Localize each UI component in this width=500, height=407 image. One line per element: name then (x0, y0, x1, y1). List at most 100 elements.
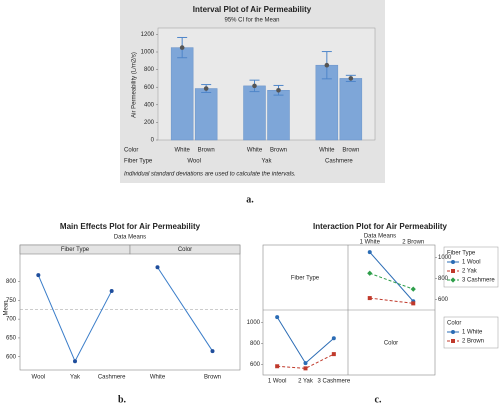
y-tick-label: 600 (438, 297, 449, 303)
marker (275, 315, 280, 320)
legend-label: 1 Wool (462, 260, 481, 266)
marker (36, 273, 41, 278)
marker (331, 336, 336, 341)
x-tick-label: Brown (204, 375, 221, 381)
factor-label: Color (384, 341, 398, 347)
y-tick-label: 800 (438, 276, 449, 282)
mean-dot (203, 86, 209, 91)
x-tick-label: White (247, 148, 263, 154)
x-tick-label: White (319, 148, 335, 154)
footnote: Individual standard deviations are used … (124, 172, 296, 178)
row-label: Color (124, 148, 138, 154)
marker (210, 349, 215, 354)
x-tick-label: 2 Brown (402, 240, 424, 246)
x-tick-label: Brown (342, 148, 359, 154)
strip-label: Fiber Type (61, 247, 90, 253)
marker (331, 352, 336, 357)
x-tick-label: 3 Cashmere (317, 379, 350, 385)
mean-dot (324, 62, 330, 68)
y-tick-label: 200 (144, 120, 155, 126)
panel-label: a. (246, 194, 254, 205)
group-label: Yak (262, 159, 273, 165)
line (369, 251, 414, 302)
marker (367, 270, 373, 276)
chart-title: Interaction Plot for Air Permeability (313, 222, 448, 231)
factor-label: Fiber Type (291, 276, 320, 282)
strip-label: Color (178, 247, 192, 253)
marker (410, 286, 416, 292)
marker (155, 265, 160, 270)
panel-label: b. (118, 394, 127, 405)
y-tick-label: 650 (6, 336, 17, 342)
marker (367, 250, 372, 255)
marker (450, 277, 456, 283)
chart-b-frame (19, 244, 241, 371)
y-axis-label: Air Permeability (L/m2/s) (132, 52, 138, 118)
y-tick-label: 1000 (141, 50, 155, 56)
bar (194, 88, 218, 141)
y-tick-label: 600 (144, 85, 155, 91)
chart-title: Interval Plot of Air Permeability (193, 5, 312, 14)
x-tick-label: White (174, 148, 190, 154)
group-label: Cashmere (325, 159, 353, 165)
chart-b-strip (129, 244, 241, 255)
marker (109, 288, 114, 293)
line (369, 272, 414, 290)
marker (451, 260, 455, 264)
legend-label: 3 Cashmere (462, 278, 495, 284)
marker (303, 366, 308, 371)
legend-label: 1 White (462, 330, 483, 336)
mean-dot (179, 45, 185, 50)
marker (451, 330, 455, 334)
bar (339, 78, 363, 141)
y-tick-label: 800 (144, 67, 155, 73)
bar (243, 85, 266, 141)
y-tick-label: 1000 (247, 320, 261, 326)
y-tick-label: 800 (6, 279, 17, 285)
marker (451, 269, 455, 273)
x-tick-label: White (150, 375, 166, 381)
y-tick-label: 1200 (141, 32, 155, 38)
y-axis-label: Mean (4, 300, 10, 315)
chart-title: Main Effects Plot for Air Permeability (60, 222, 201, 231)
mean-dot (252, 83, 257, 89)
marker (73, 359, 77, 364)
y-tick-label: 600 (6, 354, 17, 360)
x-tick-label: Brown (270, 148, 287, 154)
group-label: Wool (187, 159, 201, 165)
bar (267, 90, 290, 141)
chart-subtitle: Data Means (364, 234, 396, 240)
y-tick-label: 700 (6, 317, 17, 323)
marker (367, 296, 372, 301)
y-tick-label: 800 (250, 341, 261, 347)
x-tick-label: Cashmere (98, 375, 126, 381)
x-tick-label: 1 Wool (268, 379, 287, 385)
x-tick-label: 1 White (360, 240, 381, 246)
legend-label: 2 Brown (462, 339, 484, 345)
bar (170, 47, 194, 141)
legend-label: 2 Yak (462, 269, 478, 275)
y-tick-label: 400 (144, 102, 155, 108)
marker (275, 364, 280, 369)
chart-subtitle: Data Means (114, 235, 146, 241)
line (157, 266, 213, 352)
marker (303, 361, 308, 366)
chart-subtitle: 95% CI for the Mean (224, 18, 279, 24)
x-tick-label: 2 Yak (298, 379, 314, 385)
panel-label: c. (375, 394, 382, 405)
y-tick-label: 0 (151, 138, 155, 144)
y-tick-label: 600 (250, 362, 261, 368)
legend-title: Color (447, 321, 461, 327)
legend-title: Fiber Type (447, 251, 476, 257)
marker (411, 301, 416, 306)
x-tick-label: Brown (198, 148, 215, 154)
row-label: Fiber Type (124, 159, 153, 165)
line (369, 297, 414, 304)
mean-dot (276, 87, 281, 93)
chart-a-plot-area (157, 27, 376, 141)
marker (451, 339, 455, 343)
y-tick-label: 750 (6, 298, 17, 304)
y-tick-label: 1000 (438, 255, 452, 261)
mean-dot (348, 76, 354, 81)
